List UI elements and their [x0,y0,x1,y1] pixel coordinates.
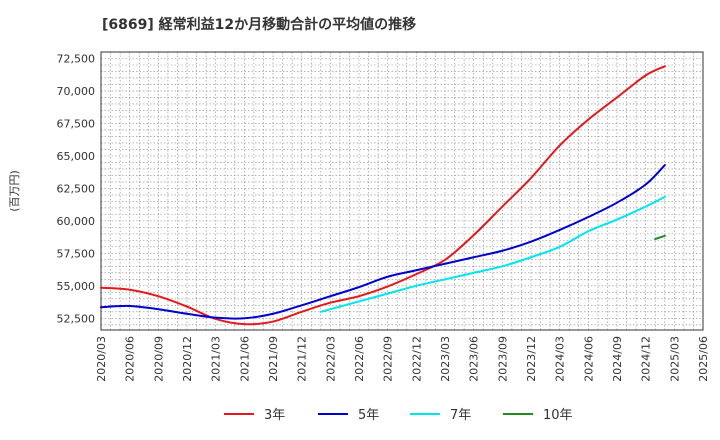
x-tick-labels: 2020/03 2020/06 2020/09 2020/12 2021/03 2021/… [95,336,710,382]
series-line-2 [100,164,666,320]
y-tick-label: 65,000 [57,150,96,163]
y-tick-label: 57,500 [57,247,96,260]
legend: 3年 5年 7年 10年 [224,408,573,423]
y-tick-label: 55,000 [57,280,96,293]
x-tick-label: 2020/12 [181,336,194,382]
x-tick-label: 2021/09 [267,336,280,382]
x-tick-label: 2023/06 [468,336,481,382]
series-line-1 [100,65,666,326]
grid-lines [100,51,704,330]
chart-title: [6869] 経常利益12か月移動合計の平均値の推移 [102,17,417,33]
y-tick-label: 72,500 [57,52,96,65]
y-tick-label: 67,500 [57,117,96,130]
x-tick-label: 2020/09 [152,336,165,382]
x-tick-label: 2024/09 [611,336,624,382]
x-tick-label: 2025/03 [668,336,681,382]
x-tick-label: 2024/12 [640,336,653,382]
x-tick-label: 2023/03 [439,336,452,382]
legend-label: 10年 [543,408,573,423]
x-tick-label: 2024/06 [582,336,595,382]
series-lines [100,65,666,326]
legend-label: 7年 [450,408,471,423]
x-tick-label: 2022/12 [410,336,423,382]
x-tick-label: 2021/12 [296,336,309,382]
x-tick-label: 2021/06 [238,336,251,382]
x-tick-label: 2022/09 [382,336,395,382]
x-tick-label: 2020/06 [124,336,137,382]
plot-area [101,52,703,330]
y-tick-label: 70,000 [57,85,96,98]
y-tick-label: 62,500 [57,182,96,195]
x-tick-label: 2020/03 [95,336,108,382]
legend-label: 5年 [358,408,379,423]
x-tick-label: 2023/12 [525,336,538,382]
x-tick-label: 2024/03 [554,336,567,382]
y-tick-label: 52,500 [57,312,96,325]
legend-label: 3年 [264,408,285,423]
series-line-4 [654,234,666,241]
series-line-3 [319,195,666,313]
y-tick-label: 60,000 [57,215,96,228]
x-tick-label: 2022/03 [324,336,337,382]
x-tick-label: 2023/09 [496,336,509,382]
y-axis-label: (百万円) [8,170,21,212]
y-tick-labels: 52,500 55,000 57,500 60,000 62,500 65,000 67,5… [8,52,95,325]
x-tick-label: 2021/03 [210,336,223,382]
axes [100,51,704,331]
x-tick-label: 2025/06 [697,336,710,382]
x-tick-label: 2022/06 [353,336,366,382]
plot-frame [100,51,704,331]
